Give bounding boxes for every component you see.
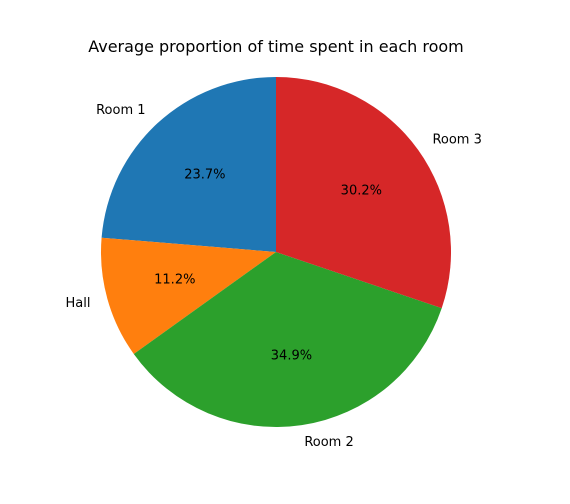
chart-title: Average proportion of time spent in each… <box>88 37 464 56</box>
slice-label-room-3: Room 3 <box>432 132 481 147</box>
pie-slice-room-1 <box>101 77 276 252</box>
slice-percent-room-3: 30.2% <box>341 183 382 198</box>
slice-percent-hall: 11.2% <box>154 273 195 288</box>
slice-percent-room-2: 34.9% <box>271 348 312 363</box>
slice-label-room-1: Room 1 <box>96 103 145 118</box>
pie-slice-room-2 <box>133 252 442 427</box>
pie-slices <box>100 77 451 427</box>
slice-label-hall: Hall <box>66 296 91 311</box>
pie-slice-hall <box>100 237 276 354</box>
pie-labels: Room 1 23.7% Hall 11.2% Room 2 34.9% Room 3 30.… <box>66 103 482 450</box>
slice-label-room-2: Room 2 <box>304 435 353 450</box>
pie-slice-room-3 <box>276 77 451 309</box>
slice-percent-room-1: 23.7% <box>184 167 225 182</box>
